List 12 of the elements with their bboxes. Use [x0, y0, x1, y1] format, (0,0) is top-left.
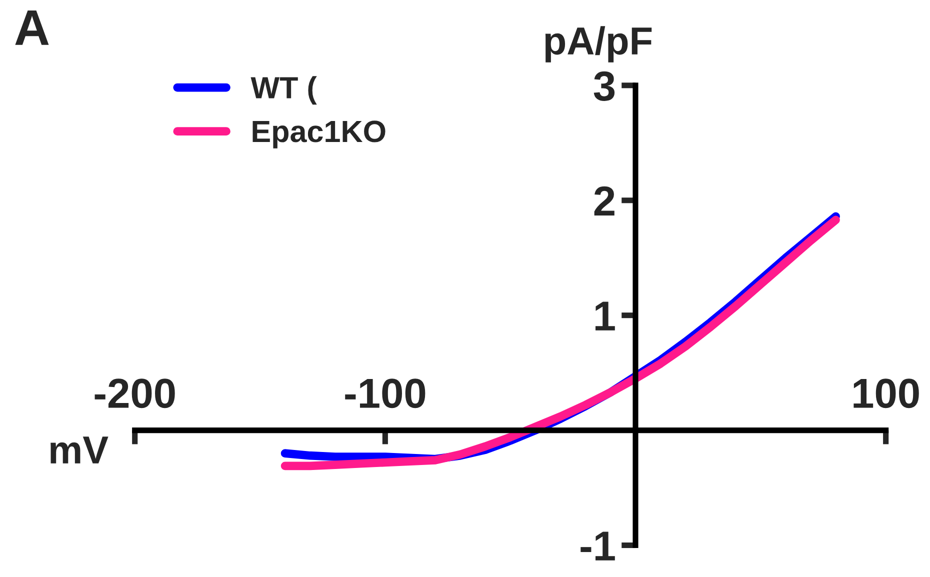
text: A	[15, 10, 49, 45]
y-axis-title: pA/pF	[545, 26, 652, 62]
y-tick-label: 1	[596, 302, 615, 330]
legend-label: WT (	[250, 76, 317, 105]
legend-label: Epac1KO	[252, 120, 386, 148]
x-tick-label: 100	[854, 378, 919, 408]
y-tick-label: 3	[594, 71, 615, 101]
y-tick-label: -1	[580, 532, 615, 560]
x-axis-title: mV	[50, 436, 108, 464]
x-tick-label: -100	[345, 378, 426, 408]
y-tick-label: 2	[594, 186, 614, 216]
x-tick-label: -200	[94, 378, 175, 408]
